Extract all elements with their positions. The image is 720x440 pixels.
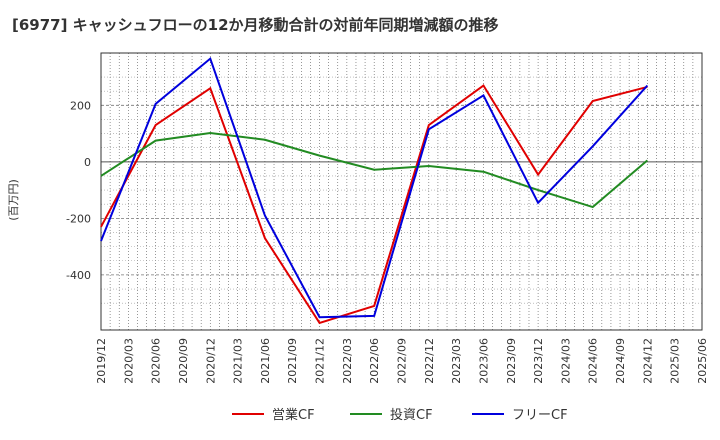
x-tick-label: 2022/09 bbox=[396, 338, 409, 384]
x-tick-label: 2019/12 bbox=[95, 338, 108, 384]
x-tick-label: 2023/12 bbox=[532, 338, 545, 384]
y-tick-label: -400 bbox=[66, 269, 91, 282]
y-tick-label: 0 bbox=[84, 156, 91, 169]
x-tick-label: 2021/06 bbox=[259, 338, 272, 384]
x-tick-label: 2023/09 bbox=[505, 338, 518, 384]
y-axis-ticks: 200 0 -200 -400 bbox=[66, 99, 91, 282]
plot-frame bbox=[100, 52, 703, 331]
x-tick-label: 2021/09 bbox=[286, 338, 299, 384]
x-tick-label: 2024/03 bbox=[559, 338, 572, 384]
series-lines bbox=[100, 56, 649, 325]
x-tick-label: 2022/03 bbox=[341, 338, 354, 384]
legend-label: フリーCF bbox=[512, 408, 568, 423]
x-tick-label: 2020/06 bbox=[150, 338, 163, 384]
x-tick-label: 2025/03 bbox=[669, 338, 682, 384]
series-line bbox=[100, 84, 648, 325]
series-line bbox=[100, 56, 649, 319]
series-line bbox=[100, 131, 649, 209]
x-tick-label: 2022/12 bbox=[423, 338, 436, 384]
x-tick-label: 2020/09 bbox=[177, 338, 190, 384]
x-tick-label: 2025/06 bbox=[696, 338, 709, 384]
legend-label: 営業CF bbox=[272, 407, 315, 423]
x-tick-label: 2020/03 bbox=[122, 338, 135, 384]
legend-label: 投資CF bbox=[390, 407, 433, 423]
x-tick-label: 2023/03 bbox=[450, 338, 463, 384]
x-tick-label: 2024/12 bbox=[641, 338, 654, 384]
x-tick-label: 2022/06 bbox=[368, 338, 381, 384]
x-tick-label: 2024/09 bbox=[614, 338, 627, 384]
y-axis-label: (百万円) bbox=[7, 179, 20, 221]
x-tick-label: 2024/06 bbox=[587, 338, 600, 384]
y-tick-label: 200 bbox=[70, 99, 91, 112]
x-tick-label: 2021/12 bbox=[314, 338, 327, 384]
x-tick-label: 2020/12 bbox=[204, 338, 217, 384]
x-tick-label: 2021/03 bbox=[232, 338, 245, 384]
x-tick-label: 2023/06 bbox=[477, 338, 490, 384]
x-axis-ticks: 2019/12 2020/03 2020/06 2020/09 2020/12 2021/… bbox=[95, 338, 709, 384]
y-tick-label: -200 bbox=[66, 212, 91, 225]
legend: 営業CF 投資CF フリーCF bbox=[232, 407, 568, 423]
chart-title: [6977] キャッシュフローの12か月移動合計の対前年同期増減額の推移 bbox=[12, 16, 499, 34]
